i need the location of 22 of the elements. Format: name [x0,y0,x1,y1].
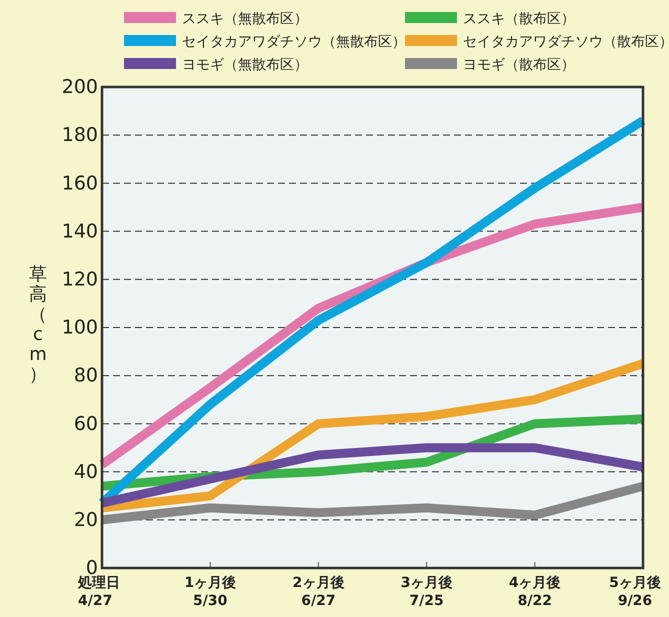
legend-label: ススキ（無散布区） [182,11,308,27]
y-tick-label: 180 [62,124,98,146]
y-axis-title: 草高（cm） [29,264,47,385]
y-tick-label: 120 [62,268,98,290]
x-tick-label: 4ヶ月後 8/22 [508,575,561,609]
legend-label: ヨモギ（散布区） [463,57,575,73]
x-tick-label: 5ヶ月後 9/26 [609,575,661,609]
y-tick-label: 140 [62,220,98,242]
y-tick-label: 160 [62,172,98,194]
y-tick-label: 40 [74,460,98,483]
legend-label: ヨモギ（無散布区） [182,57,308,73]
legend-label: セイタカアワダチソウ（無散布区） [182,34,406,50]
legend-label: ススキ（散布区） [463,11,575,27]
y-tick-label: 200 [62,76,98,98]
x-tick-label: 1ヶ月後 5/30 [184,575,236,609]
y-tick-label: 100 [62,316,98,339]
x-tick-label: 3ヶ月後 7/25 [400,575,452,609]
y-tick-label: 80 [74,364,98,387]
y-tick-label: 60 [74,412,98,435]
y-tick-label: 20 [74,508,98,531]
legend-label: セイタカアワダチソウ（散布区） [463,34,669,50]
x-tick-label: 2ヶ月後 6/27 [292,575,344,609]
